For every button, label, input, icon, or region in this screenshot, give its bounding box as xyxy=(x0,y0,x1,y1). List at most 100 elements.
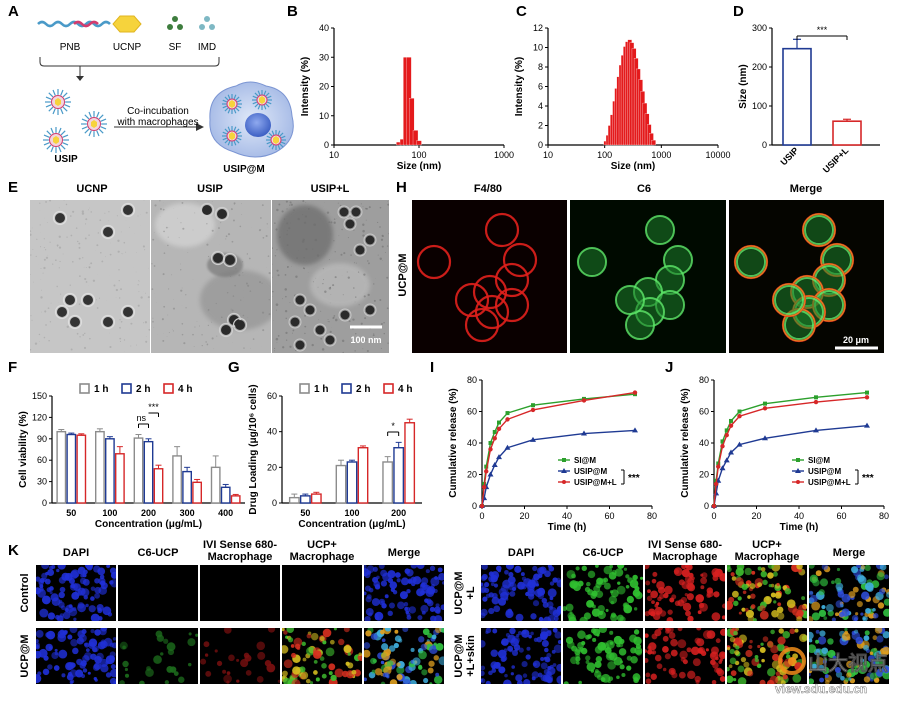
cell-membrane xyxy=(502,242,538,278)
panel-letter-B: B xyxy=(287,3,298,20)
data-point xyxy=(813,399,819,405)
tem-label-usip: USIP xyxy=(197,183,223,195)
k-row-label: +L xyxy=(465,586,477,599)
x-tick-label: USIP+L xyxy=(821,145,851,175)
data-point xyxy=(581,398,587,403)
panel-letter-A: A xyxy=(8,3,19,20)
x-tick-label: 10 xyxy=(329,150,339,160)
panel-letter-J: J xyxy=(665,359,673,376)
y-tick-label: 4 xyxy=(538,101,543,111)
legend-label: USIP@M+L xyxy=(808,478,851,487)
significance-label: *** xyxy=(862,473,874,484)
tem-panel: UCNP USIP USIP+L 100 nm xyxy=(30,183,389,353)
fluorescence-tile xyxy=(282,565,362,621)
sf-dots-icon xyxy=(167,16,183,30)
panel-letter-E: E xyxy=(8,179,18,196)
y-tick-label: 80 xyxy=(699,375,709,385)
bar-1h xyxy=(56,430,67,504)
data-point xyxy=(487,471,494,477)
data-point xyxy=(865,390,869,395)
data-point xyxy=(864,395,870,400)
bar-2h xyxy=(66,433,77,504)
legend-label: USIP@M+L xyxy=(574,478,617,487)
y-tick-label: 300 xyxy=(752,23,767,33)
y-tick-label: 20 xyxy=(267,462,277,472)
x-tick-label: 80 xyxy=(647,511,657,521)
y-axis-label: Cell viability (%) xyxy=(18,411,29,488)
bar-1h xyxy=(133,437,144,504)
ucnp-hexagon-icon xyxy=(112,15,142,33)
x-tick-label: 1000 xyxy=(651,150,671,160)
histogram-bar xyxy=(651,139,656,146)
arrow-text-line1: Co-incubation xyxy=(127,106,189,117)
arrow-text-line2: with macrophages xyxy=(116,117,198,128)
data-point xyxy=(531,403,535,408)
data-point xyxy=(719,465,726,471)
k-header: Macrophage xyxy=(735,551,800,563)
data-point xyxy=(723,457,730,463)
data-point xyxy=(530,436,536,442)
k-row-label: UCP@M xyxy=(453,571,465,614)
data-point xyxy=(484,464,489,469)
data-point xyxy=(481,484,487,490)
x-axis-label: Concentration (μg/mL) xyxy=(298,519,405,530)
label-imd: IMD xyxy=(198,42,216,53)
x-tick-label: 10000 xyxy=(705,150,730,160)
y-tick-label: 0 xyxy=(538,140,543,150)
y-tick-label: 40 xyxy=(699,438,709,448)
cell-membrane xyxy=(454,282,490,318)
y-axis-label: Intensity (%) xyxy=(514,57,525,116)
panel-letter-C: C xyxy=(516,3,527,20)
y-tick-label: 40 xyxy=(467,438,477,448)
data-point xyxy=(581,430,587,436)
x-tick-label: 100 xyxy=(102,508,117,518)
cell-body xyxy=(785,311,813,339)
k-header: Merge xyxy=(833,547,865,559)
data-point xyxy=(713,481,719,487)
y-tick-label: 10 xyxy=(319,111,329,121)
cell-membrane xyxy=(474,294,510,330)
x-tick-label: 100 xyxy=(597,150,612,160)
y-axis-label: Intensity (%) xyxy=(300,57,311,116)
bar-2h xyxy=(299,495,311,504)
label-pnb: PNB xyxy=(60,42,81,53)
panel-letter-K: K xyxy=(8,542,19,559)
data-point xyxy=(736,441,743,447)
bar-1h xyxy=(210,466,221,504)
data-point xyxy=(763,401,767,406)
y-tick-label: 40 xyxy=(319,23,329,33)
data-point xyxy=(762,406,768,411)
x-tick-label: 0 xyxy=(711,511,716,521)
y-tick-label: 0 xyxy=(762,140,767,150)
histogram-bar xyxy=(409,98,415,146)
data-point xyxy=(724,428,729,433)
y-tick-label: 0 xyxy=(472,501,477,511)
x-tick-label: 80 xyxy=(879,511,889,521)
histogram-bar xyxy=(416,140,422,146)
bar-2h xyxy=(182,470,192,504)
x-tick-label: 1000 xyxy=(494,150,514,160)
y-tick-label: 30 xyxy=(37,477,47,487)
x-tick-label: 10 xyxy=(543,150,553,160)
legend-swatch xyxy=(121,383,132,394)
y-tick-label: 8 xyxy=(538,62,543,72)
data-point xyxy=(497,420,501,425)
watermark-url: view.sdu.edu.cn xyxy=(775,682,867,696)
cell-body xyxy=(805,216,833,244)
x-tick-label: 60 xyxy=(604,511,614,521)
data-point xyxy=(484,469,489,474)
x-tick-label: 100 xyxy=(344,508,359,518)
cell-body xyxy=(616,286,644,314)
x-axis-label: Size (nm) xyxy=(397,161,441,172)
bar-1h xyxy=(172,455,182,504)
legend-swatch xyxy=(341,383,352,394)
legend-swatch xyxy=(163,383,174,394)
macrophage-cell-icon xyxy=(209,81,294,158)
cell-body xyxy=(626,311,654,339)
y-axis-label: Size (nm) xyxy=(738,64,749,108)
series-line xyxy=(481,391,636,507)
watermark: 山大视点 view.sdu.edu.cn xyxy=(775,647,888,696)
data-point xyxy=(488,441,493,445)
